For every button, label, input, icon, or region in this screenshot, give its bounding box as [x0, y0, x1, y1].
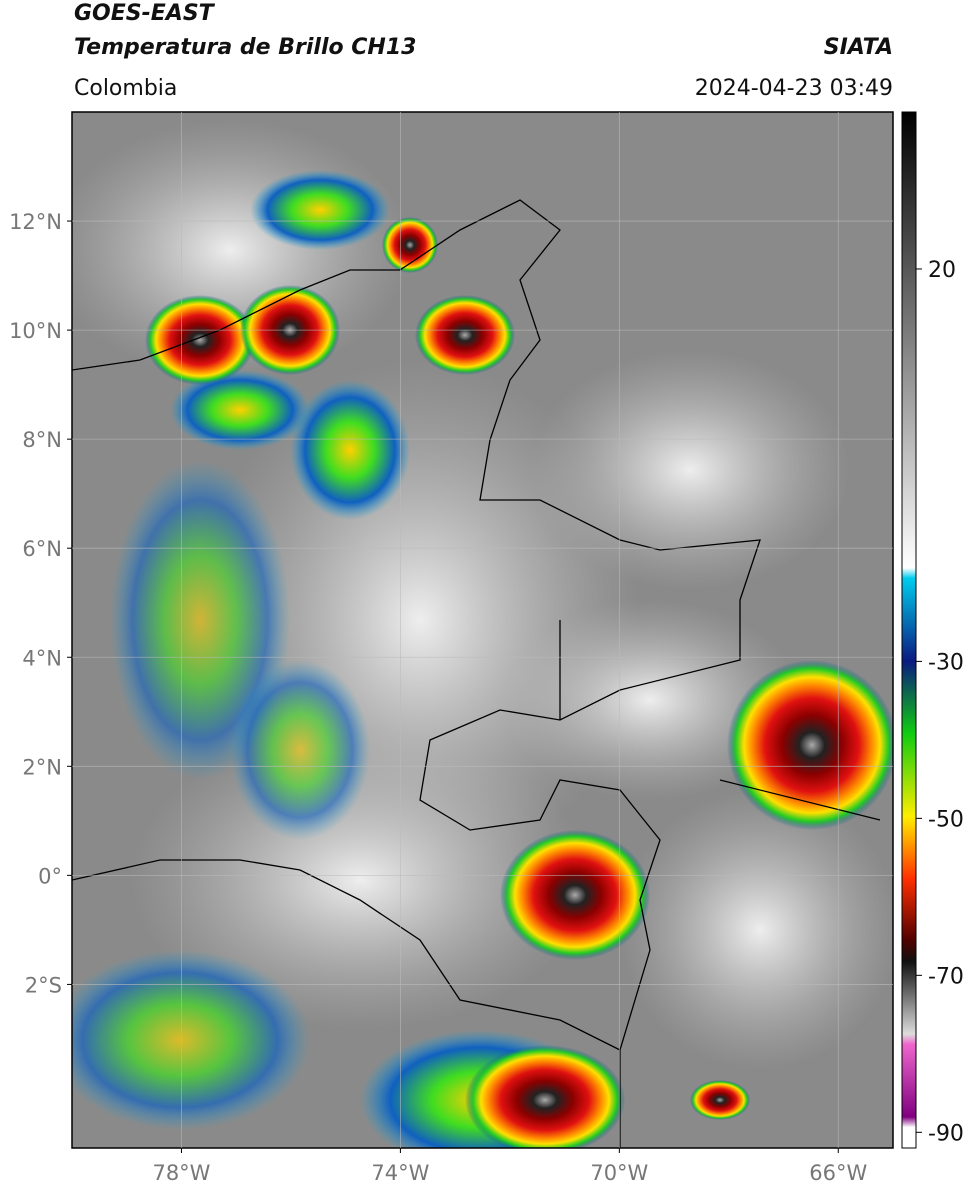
colorbar-tick-label: -30: [928, 650, 964, 675]
y-tick-label: 4°N: [22, 646, 62, 670]
y-tick-label: 10°N: [9, 319, 62, 343]
source: SIATA: [824, 35, 893, 60]
x-tick-label: 70°W: [590, 1161, 648, 1185]
title: GOES-EAST: [74, 1, 216, 26]
x-tick-label: 74°W: [371, 1161, 429, 1185]
colorbar-tick-label: -90: [928, 1121, 964, 1146]
datetime: 2024-04-23 03:49: [695, 76, 893, 101]
map-frame: [71, 111, 894, 1149]
y-tick-label: 6°N: [22, 537, 62, 561]
y-tick-label: 0°: [38, 864, 62, 888]
x-tick-label: 66°W: [809, 1161, 867, 1185]
y-tick-label: 2°N: [22, 755, 62, 779]
colorbar-tick-label: -70: [928, 964, 964, 989]
subtitle: Temperatura de Brillo CH13: [74, 35, 416, 60]
y-tick-label: 8°N: [22, 428, 62, 452]
colorbar: [901, 111, 917, 1149]
satellite-image: [72, 112, 893, 1148]
y-tick-label: 2°S: [25, 973, 62, 997]
x-tick-label: 78°W: [152, 1161, 210, 1185]
region: Colombia: [74, 76, 177, 101]
colorbar-tick-label: -50: [928, 807, 964, 832]
colorbar-tick-label: 20: [928, 258, 956, 283]
y-tick-label: 12°N: [9, 210, 62, 234]
